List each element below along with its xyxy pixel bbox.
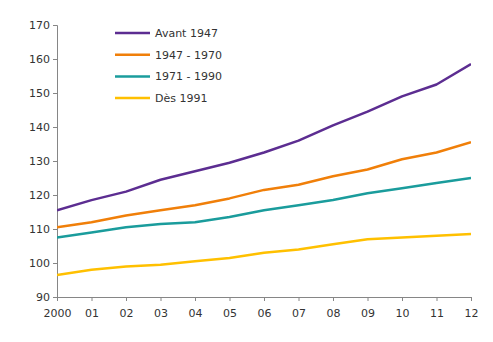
legend-swatch xyxy=(115,97,150,100)
y-tick-label: 90 xyxy=(36,291,50,304)
x-tick-mark xyxy=(299,297,300,301)
x-tick-mark xyxy=(333,297,334,301)
y-tick-mark xyxy=(53,93,57,94)
legend-swatch xyxy=(115,32,150,35)
x-tick-label: 06 xyxy=(258,307,272,320)
x-tick-mark xyxy=(92,297,93,301)
y-tick-mark xyxy=(53,25,57,26)
x-tick-mark xyxy=(230,297,231,301)
y-tick: 140 xyxy=(29,121,57,134)
y-tick-mark xyxy=(53,297,57,298)
y-tick-label: 170 xyxy=(29,19,50,32)
x-tick-mark xyxy=(126,297,127,301)
x-tick-label: 03 xyxy=(154,307,168,320)
legend-label: 1947 - 1970 xyxy=(155,49,222,62)
x-tick: 03 xyxy=(154,297,168,320)
legend-item: 1947 - 1970 xyxy=(115,49,222,62)
y-tick-mark xyxy=(53,263,57,264)
y-tick-label: 100 xyxy=(29,257,50,270)
y-tick-mark xyxy=(53,127,57,128)
y-tick: 170 xyxy=(29,19,57,32)
y-tick: 110 xyxy=(29,223,57,236)
x-tick: 11 xyxy=(430,297,444,320)
x-tick-label: 02 xyxy=(120,307,134,320)
y-tick-mark xyxy=(53,229,57,230)
x-tick-mark xyxy=(471,297,472,301)
y-tick-label: 140 xyxy=(29,121,50,134)
x-tick: 04 xyxy=(189,297,203,320)
x-tick-label: 11 xyxy=(430,307,444,320)
legend: Avant 1947 1947 - 1970 1971 - 1990 Dès 1991 xyxy=(115,27,222,105)
y-tick: 150 xyxy=(29,87,57,100)
x-tick-label: 09 xyxy=(361,307,375,320)
x-axis: 2000 01 02 03 04 05 06 07 08 09 10 11 12 xyxy=(44,297,479,320)
chart: 90 100 110 120 130 140 150 160 170 2000 01 02 03 04 05… xyxy=(0,0,493,342)
x-tick: 01 xyxy=(85,297,99,320)
x-tick-mark xyxy=(195,297,196,301)
y-tick-label: 150 xyxy=(29,87,50,100)
legend-label: Dès 1991 xyxy=(155,92,207,105)
series-line xyxy=(57,234,471,275)
x-tick: 10 xyxy=(396,297,410,320)
x-tick: 09 xyxy=(361,297,375,320)
legend-item: 1971 - 1990 xyxy=(115,70,222,83)
legend-swatch xyxy=(115,53,150,56)
x-tick-label: 01 xyxy=(85,307,99,320)
y-tick: 100 xyxy=(29,257,57,270)
x-tick-mark xyxy=(57,297,58,301)
legend-item: Dès 1991 xyxy=(115,92,207,105)
x-tick-label: 10 xyxy=(396,307,410,320)
x-tick: 06 xyxy=(258,297,272,320)
x-tick-label: 2000 xyxy=(44,307,72,320)
x-tick: 12 xyxy=(465,297,479,320)
x-tick: 02 xyxy=(120,297,134,320)
x-tick-mark xyxy=(437,297,438,301)
x-tick-label: 07 xyxy=(292,307,306,320)
y-tick-label: 120 xyxy=(29,189,50,202)
y-tick-mark xyxy=(53,59,57,60)
x-tick-mark xyxy=(264,297,265,301)
x-tick-mark xyxy=(402,297,403,301)
y-tick: 90 xyxy=(36,291,57,304)
y-tick: 130 xyxy=(29,155,57,168)
y-tick-label: 160 xyxy=(29,53,50,66)
y-axis: 90 100 110 120 130 140 150 160 170 xyxy=(29,19,58,304)
x-tick: 08 xyxy=(327,297,341,320)
x-tick: 2000 xyxy=(44,297,72,320)
y-tick-label: 110 xyxy=(29,223,50,236)
legend-label: Avant 1947 xyxy=(155,27,218,40)
y-tick: 160 xyxy=(29,53,57,66)
x-tick-label: 04 xyxy=(189,307,203,320)
x-axis-line xyxy=(58,298,472,302)
x-tick-mark xyxy=(368,297,369,301)
x-tick: 05 xyxy=(223,297,237,320)
y-tick-mark xyxy=(53,161,57,162)
x-tick-mark xyxy=(161,297,162,301)
y-tick: 120 xyxy=(29,189,57,202)
y-tick-mark xyxy=(53,195,57,196)
x-tick: 07 xyxy=(292,297,306,320)
x-tick-label: 05 xyxy=(223,307,237,320)
x-tick-label: 08 xyxy=(327,307,341,320)
legend-swatch xyxy=(115,75,150,78)
legend-item: Avant 1947 xyxy=(115,27,218,40)
x-tick-label: 12 xyxy=(465,307,479,320)
lines xyxy=(57,64,471,275)
y-tick-label: 130 xyxy=(29,155,50,168)
series-line xyxy=(57,142,471,227)
y-axis-line xyxy=(53,26,58,298)
series-line xyxy=(57,178,471,238)
legend-label: 1971 - 1990 xyxy=(155,70,222,83)
